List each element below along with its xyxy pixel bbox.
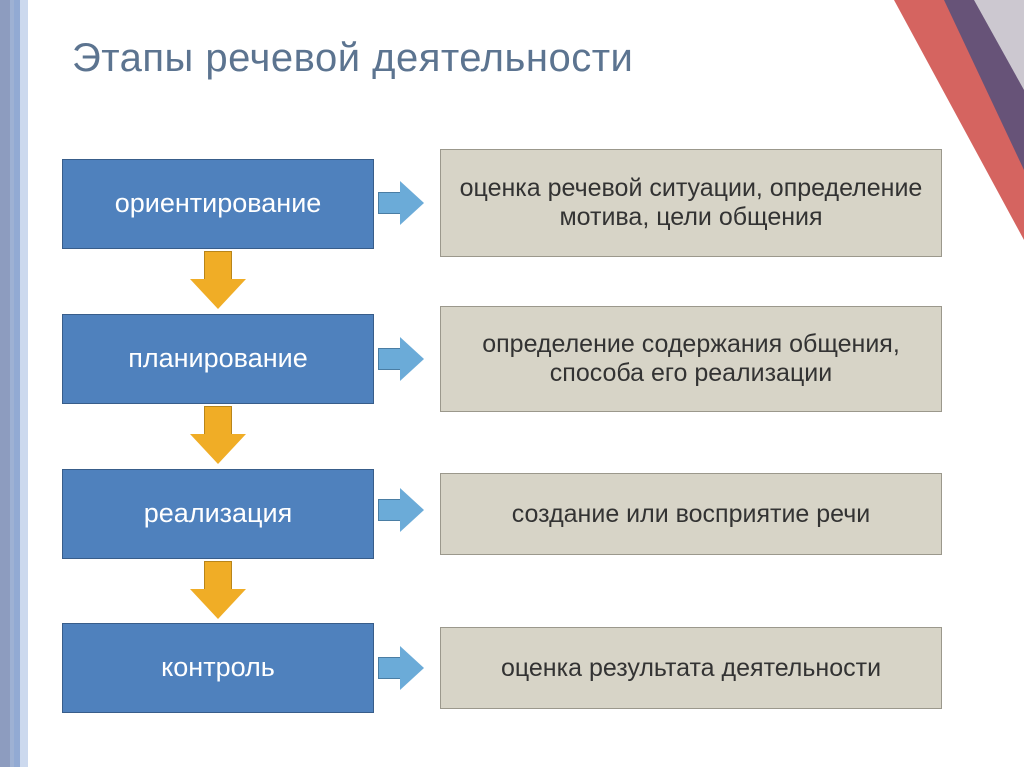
down-arrow-icon (190, 406, 246, 464)
stage-label: реализация (144, 498, 292, 529)
stage-desc-text: оценка результата деятельности (501, 654, 881, 683)
down-arrow-icon (190, 561, 246, 619)
down-arrow-icon (190, 251, 246, 309)
stage-desc-4: оценка результата деятельности (440, 627, 942, 709)
right-arrow-icon (378, 646, 424, 690)
right-arrow-icon (378, 488, 424, 532)
stage-label: контроль (161, 652, 275, 683)
stage-box-2: планирование (62, 314, 374, 404)
stage-box-4: контроль (62, 623, 374, 713)
stage-label: ориентирование (115, 188, 322, 219)
slide-content: Этапы речевой деятельности ориентировани… (0, 0, 1024, 767)
right-arrow-icon (378, 181, 424, 225)
stage-desc-3: создание или восприятие речи (440, 473, 942, 555)
stage-label: планирование (128, 343, 307, 374)
stage-desc-1: оценка речевой ситуации, определение мот… (440, 149, 942, 257)
stage-desc-text: определение содержания общения, способа … (455, 330, 927, 388)
stages-diagram: ориентирование оценка речевой ситуации, о… (62, 111, 942, 701)
stage-desc-text: оценка речевой ситуации, определение мот… (455, 174, 927, 232)
stage-box-1: ориентирование (62, 159, 374, 249)
stage-desc-text: создание или восприятие речи (512, 500, 870, 529)
stage-desc-2: определение содержания общения, способа … (440, 306, 942, 412)
right-arrow-icon (378, 337, 424, 381)
slide-title: Этапы речевой деятельности (72, 36, 964, 81)
stage-box-3: реализация (62, 469, 374, 559)
